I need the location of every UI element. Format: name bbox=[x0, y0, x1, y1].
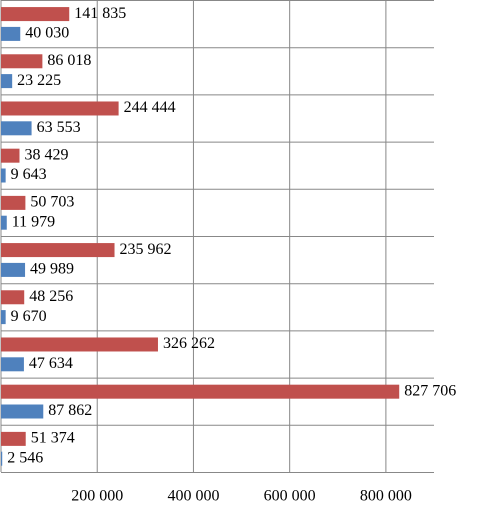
value-label: 48 256 bbox=[29, 288, 73, 305]
value-label: 87 862 bbox=[48, 402, 92, 419]
bar bbox=[1, 384, 400, 399]
bar bbox=[1, 195, 26, 210]
value-label: 51 374 bbox=[31, 430, 75, 447]
bar bbox=[1, 7, 70, 22]
value-label: 23 225 bbox=[17, 72, 61, 89]
bar bbox=[1, 26, 21, 41]
value-label: 235 962 bbox=[120, 241, 172, 258]
value-label: 326 262 bbox=[163, 335, 215, 352]
value-label: 40 030 bbox=[25, 25, 69, 42]
bar bbox=[1, 310, 6, 325]
x-tick-label: 400 000 bbox=[167, 488, 219, 505]
value-label: 244 444 bbox=[124, 99, 176, 116]
x-tick-label: 200 000 bbox=[71, 488, 123, 505]
bar bbox=[1, 121, 32, 136]
bar bbox=[1, 101, 119, 116]
bar bbox=[1, 262, 26, 277]
bar bbox=[1, 431, 26, 446]
bar bbox=[1, 337, 158, 352]
bar bbox=[1, 404, 44, 419]
value-label: 2 546 bbox=[7, 449, 43, 466]
bar bbox=[1, 168, 6, 183]
x-tick-label: 800 000 bbox=[360, 488, 412, 505]
bar bbox=[1, 148, 20, 163]
bar bbox=[1, 243, 115, 258]
value-label: 38 429 bbox=[24, 146, 68, 163]
bar bbox=[1, 290, 25, 305]
bar bbox=[1, 357, 24, 372]
value-label: 47 634 bbox=[29, 355, 73, 372]
x-tick-label: 600 000 bbox=[264, 488, 316, 505]
value-label: 86 018 bbox=[47, 52, 91, 69]
bar bbox=[1, 451, 3, 466]
bar bbox=[1, 54, 43, 69]
value-label: 11 979 bbox=[12, 213, 55, 230]
value-label: 9 643 bbox=[11, 166, 47, 183]
value-label: 827 706 bbox=[404, 382, 456, 399]
value-label: 9 670 bbox=[11, 308, 47, 325]
bar bbox=[1, 74, 13, 89]
value-label: 63 553 bbox=[37, 119, 81, 136]
bar bbox=[1, 215, 7, 230]
value-label: 49 989 bbox=[30, 261, 74, 278]
value-label: 141 835 bbox=[74, 5, 126, 22]
value-label: 50 703 bbox=[30, 194, 74, 211]
